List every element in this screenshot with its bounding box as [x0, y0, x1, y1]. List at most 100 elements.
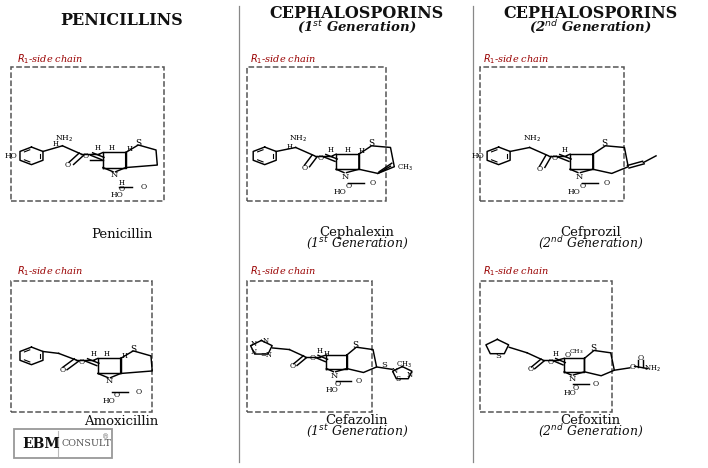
Text: H: H — [104, 350, 110, 358]
Text: H: H — [358, 147, 365, 155]
Text: O: O — [355, 377, 362, 385]
Text: HO: HO — [4, 152, 17, 160]
Text: O: O — [79, 358, 85, 366]
Text: H: H — [91, 350, 97, 358]
Text: NH$_2$: NH$_2$ — [644, 364, 661, 374]
Text: N: N — [110, 171, 118, 179]
Text: O: O — [59, 366, 66, 374]
Text: CEPHALOSPORINS: CEPHALOSPORINS — [270, 6, 444, 22]
Text: N: N — [105, 377, 113, 385]
Text: NH$_2$: NH$_2$ — [289, 134, 307, 144]
Text: Cefprozil: Cefprozil — [560, 226, 621, 239]
Text: H: H — [53, 140, 59, 148]
Text: PENICILLINS: PENICILLINS — [60, 13, 183, 29]
Text: H: H — [328, 146, 334, 154]
Text: O: O — [580, 182, 586, 190]
Text: S: S — [130, 345, 137, 354]
Text: S: S — [382, 361, 387, 369]
Text: O: O — [346, 182, 352, 190]
Text: HO: HO — [568, 188, 581, 196]
Text: H: H — [127, 145, 132, 153]
Text: ®: ® — [103, 433, 110, 441]
Text: $R_1$-side chain: $R_1$-side chain — [484, 52, 549, 66]
Text: S: S — [396, 375, 401, 383]
Text: CH$_3$: CH$_3$ — [569, 347, 583, 356]
Text: H: H — [121, 352, 127, 360]
Text: (1$^{st}$ Generation): (1$^{st}$ Generation) — [306, 234, 408, 251]
Text: N: N — [251, 340, 256, 348]
Text: (2$^{nd}$ Generation): (2$^{nd}$ Generation) — [538, 234, 644, 251]
Text: O: O — [135, 388, 142, 396]
Text: N: N — [392, 367, 398, 375]
Text: N: N — [576, 173, 583, 181]
Text: Cefoxitin: Cefoxitin — [561, 414, 621, 427]
Text: H: H — [553, 351, 559, 358]
Text: H: H — [119, 179, 125, 187]
Text: Amoxicillin: Amoxicillin — [84, 415, 159, 428]
Text: O: O — [64, 161, 71, 169]
Text: S: S — [135, 139, 142, 148]
Text: O: O — [527, 366, 534, 373]
Text: H: H — [324, 351, 329, 358]
Text: O: O — [593, 380, 599, 388]
Text: N: N — [341, 173, 349, 181]
Text: O: O — [119, 185, 125, 193]
Text: (2$^{nd}$ Generation): (2$^{nd}$ Generation) — [530, 18, 652, 36]
Text: S: S — [368, 139, 375, 148]
Text: CH$_3$: CH$_3$ — [396, 359, 413, 370]
Text: HO: HO — [333, 188, 346, 196]
Text: O: O — [537, 165, 543, 173]
Text: O: O — [114, 391, 120, 399]
Text: NH$_2$: NH$_2$ — [523, 134, 542, 144]
Text: CEPHALOSPORINS: CEPHALOSPORINS — [503, 6, 678, 22]
Text: $R_1$-side chain: $R_1$-side chain — [250, 52, 316, 66]
Text: Cephalexin: Cephalexin — [319, 226, 394, 239]
Text: CONSULT: CONSULT — [61, 439, 111, 448]
Text: (1$^{st}$ Generation): (1$^{st}$ Generation) — [306, 422, 408, 439]
Text: O: O — [309, 354, 316, 362]
Text: N: N — [263, 337, 269, 345]
Text: O: O — [370, 179, 376, 187]
Text: O: O — [290, 362, 296, 370]
Text: S: S — [352, 341, 358, 350]
Text: H: H — [316, 347, 322, 355]
Text: EBM: EBM — [23, 437, 60, 451]
Text: H: H — [286, 143, 292, 151]
Text: N: N — [251, 348, 256, 356]
Text: O: O — [335, 380, 341, 388]
Text: S: S — [495, 352, 501, 360]
Text: CH$_3$: CH$_3$ — [396, 163, 413, 173]
Text: O: O — [637, 354, 644, 362]
Text: =N: =N — [260, 351, 272, 359]
Text: $R_1$-side chain: $R_1$-side chain — [17, 52, 83, 66]
Text: HO: HO — [472, 152, 484, 160]
Text: S: S — [590, 344, 596, 353]
Text: HO: HO — [110, 191, 123, 199]
Text: O: O — [604, 179, 610, 187]
Text: $R_1$-side chain: $R_1$-side chain — [250, 264, 316, 278]
Text: O: O — [547, 358, 554, 366]
Text: $R_1$-side chain: $R_1$-side chain — [484, 264, 549, 278]
Text: N: N — [331, 372, 338, 380]
Text: (1$^{st}$ Generation): (1$^{st}$ Generation) — [297, 19, 416, 35]
Text: N: N — [406, 371, 413, 379]
Text: H: H — [95, 144, 101, 152]
Text: $R_1$-side chain: $R_1$-side chain — [17, 264, 83, 278]
FancyBboxPatch shape — [14, 430, 113, 458]
Text: HO: HO — [103, 397, 115, 405]
Text: H: H — [345, 146, 350, 154]
Text: (2$^{nd}$ Generation): (2$^{nd}$ Generation) — [538, 422, 644, 439]
Text: S: S — [601, 139, 607, 148]
Text: O: O — [302, 164, 307, 172]
Text: O: O — [629, 363, 635, 371]
Text: HO: HO — [564, 389, 576, 397]
Text: N: N — [569, 375, 576, 383]
Text: O: O — [83, 152, 89, 160]
Text: NH$_2$: NH$_2$ — [55, 133, 73, 144]
Text: HO: HO — [326, 386, 338, 394]
Text: H: H — [109, 144, 115, 152]
Text: Cefazolin: Cefazolin — [326, 414, 388, 427]
Text: O: O — [573, 384, 579, 392]
Text: O: O — [552, 154, 557, 162]
Text: O: O — [565, 351, 571, 359]
